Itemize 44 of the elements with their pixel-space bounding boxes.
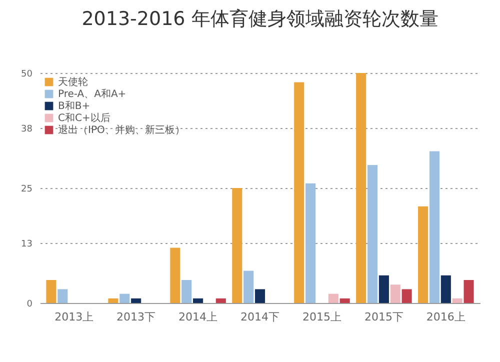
legend-label: C和C+以后 xyxy=(58,112,110,124)
bar xyxy=(131,298,142,303)
x-tick-label: 2014上 xyxy=(178,310,218,324)
bar xyxy=(356,73,366,303)
bar xyxy=(170,248,180,303)
legend-label: 退出（IPO、并购、新三板） xyxy=(58,124,185,136)
bar xyxy=(254,289,266,303)
bar xyxy=(58,289,68,303)
x-tick-label: 2015上 xyxy=(302,310,342,324)
legend-label: B和B+ xyxy=(58,100,90,112)
bar xyxy=(367,165,378,303)
legend-label: Pre-A、A和A+ xyxy=(58,88,126,100)
x-tick-label: 2015下 xyxy=(364,310,404,324)
y-tick-label: 0 xyxy=(26,300,33,310)
bar xyxy=(244,270,254,303)
y-tick-label: 50 xyxy=(21,70,33,80)
bar xyxy=(440,275,451,303)
x-tick-label: 2016上 xyxy=(426,310,466,324)
bar xyxy=(108,298,118,303)
bar xyxy=(182,280,192,303)
bar xyxy=(429,151,440,303)
y-tick-label: 13 xyxy=(21,240,32,250)
bar xyxy=(306,183,316,303)
bar xyxy=(216,298,226,303)
chart-title: 2013-2016 年体育健身领域融资轮次数量 xyxy=(82,8,438,30)
bar xyxy=(402,289,412,303)
x-tick-label: 2014下 xyxy=(240,310,280,324)
bar xyxy=(418,206,428,303)
bar xyxy=(294,82,304,303)
bar xyxy=(232,188,242,303)
bar xyxy=(46,280,56,303)
bar xyxy=(120,294,130,303)
bar xyxy=(340,298,350,303)
bar xyxy=(193,298,204,303)
bar xyxy=(328,294,338,303)
x-tick-label: 2013上 xyxy=(54,310,94,324)
x-tick-label: 2013下 xyxy=(116,310,156,324)
bar xyxy=(378,275,389,303)
y-tick-label: 38 xyxy=(21,124,33,135)
bar xyxy=(464,280,474,303)
legend-label: 天使轮 xyxy=(58,76,88,88)
bar xyxy=(452,298,462,303)
y-tick-label: 25 xyxy=(21,184,32,194)
bar xyxy=(390,284,400,303)
